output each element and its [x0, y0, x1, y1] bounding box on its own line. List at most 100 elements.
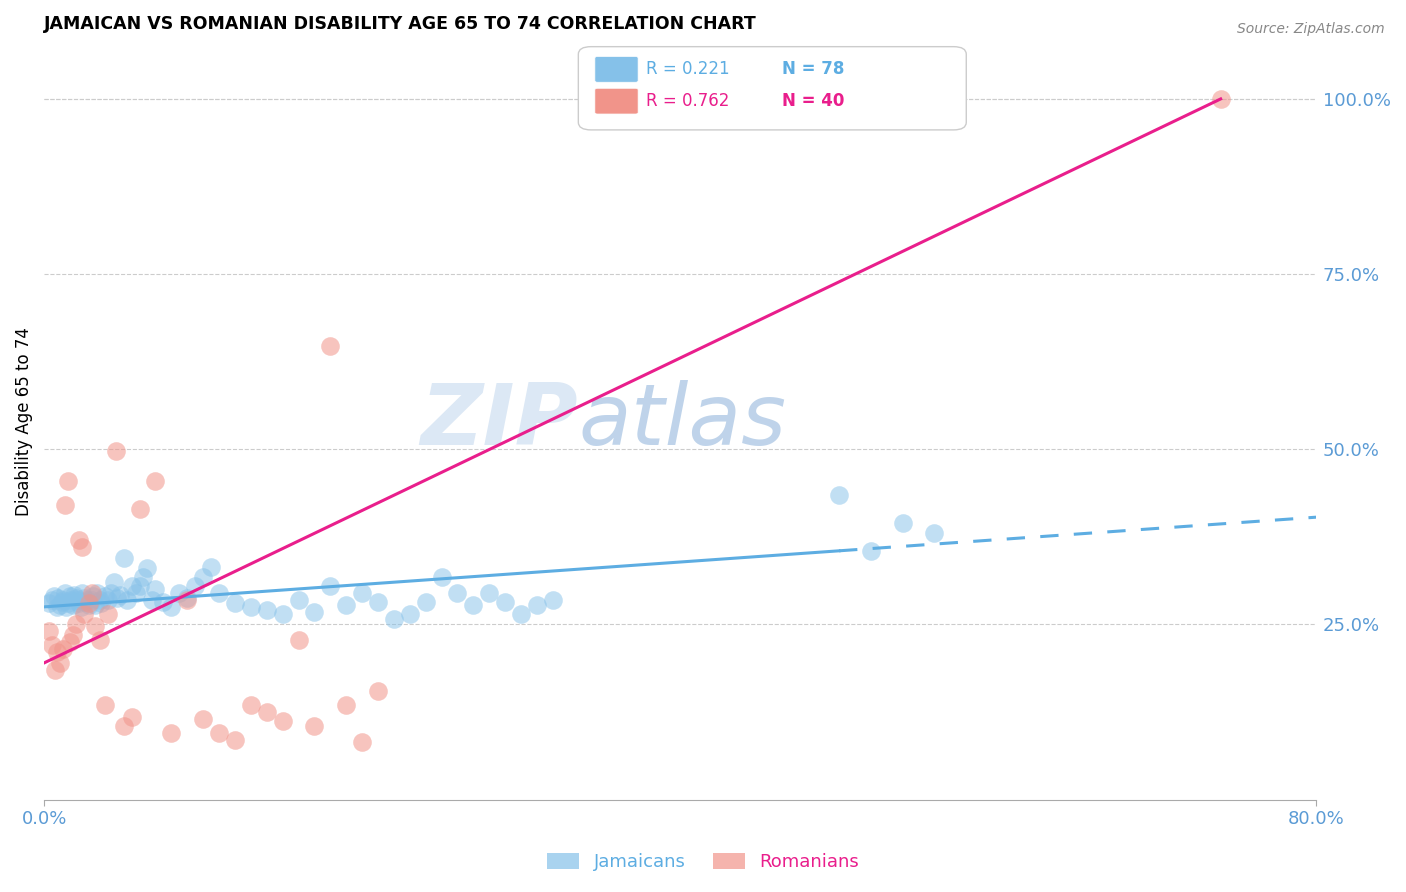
Point [97, 592, 120, 607]
Point [128, 501, 150, 516]
Point [72, 541, 94, 555]
Point [53, 586, 76, 600]
Y-axis label: Disability Age 65 to 74: Disability Age 65 to 74 [15, 326, 32, 516]
Point [167, 586, 190, 600]
Point [526, 598, 548, 612]
Point [41, 592, 63, 607]
Point [1209, 92, 1232, 106]
Point [56, 474, 79, 488]
Point [160, 599, 183, 614]
Point [105, 591, 128, 605]
Point [86, 586, 108, 600]
Point [478, 586, 501, 600]
Point [121, 579, 143, 593]
Point [73, 607, 96, 621]
Point [60, 592, 83, 607]
Text: Source: ZipAtlas.com: Source: ZipAtlas.com [1237, 22, 1385, 37]
Point [145, 474, 167, 488]
FancyBboxPatch shape [595, 88, 638, 114]
Point [415, 595, 437, 609]
Point [136, 561, 159, 575]
Point [42, 590, 65, 604]
Point [191, 712, 214, 726]
Point [104, 443, 127, 458]
Point [77, 598, 100, 612]
Point [304, 719, 326, 733]
Point [55, 599, 77, 614]
Point [49, 656, 72, 670]
Point [84, 598, 107, 612]
FancyBboxPatch shape [595, 56, 638, 82]
Point [93, 698, 115, 712]
Point [176, 592, 198, 607]
Point [84, 619, 107, 633]
Point [463, 598, 485, 612]
Text: JAMAICAN VS ROMANIAN DISABILITY AGE 65 TO 74 CORRELATION CHART: JAMAICAN VS ROMANIAN DISABILITY AGE 65 T… [44, 15, 756, 33]
Point [256, 705, 278, 719]
Point [67, 533, 90, 548]
Point [52, 641, 75, 656]
Point [128, 579, 150, 593]
Text: R = 0.221: R = 0.221 [645, 61, 730, 78]
Point [52, 592, 75, 607]
Point [69, 599, 91, 614]
Point [398, 607, 420, 621]
Point [335, 698, 357, 712]
Text: N = 40: N = 40 [782, 92, 844, 110]
Point [41, 639, 63, 653]
Point [77, 596, 100, 610]
Point [891, 516, 914, 530]
Point [53, 498, 76, 512]
Point [62, 598, 84, 612]
Point [160, 726, 183, 740]
Text: ZIP: ZIP [420, 380, 578, 463]
Point [75, 595, 97, 609]
Point [152, 595, 174, 609]
Point [191, 570, 214, 584]
Point [56, 596, 79, 610]
Point [82, 590, 104, 604]
Point [90, 596, 112, 610]
Point [208, 726, 231, 740]
Point [541, 592, 564, 607]
Point [141, 592, 163, 607]
Point [287, 632, 309, 647]
Text: N = 78: N = 78 [782, 61, 844, 78]
Point [176, 591, 198, 605]
Point [510, 607, 533, 621]
Point [58, 590, 80, 604]
Point [93, 590, 115, 604]
Point [924, 526, 946, 541]
Point [430, 570, 453, 584]
Point [97, 607, 120, 621]
Point [80, 586, 103, 600]
Point [48, 591, 70, 605]
Point [110, 588, 132, 602]
Point [65, 617, 87, 632]
Point [65, 591, 87, 605]
Point [89, 632, 111, 647]
Point [49, 598, 72, 612]
Point [319, 338, 342, 352]
Point [224, 596, 246, 610]
Text: atlas: atlas [578, 380, 786, 463]
Point [352, 586, 374, 600]
Point [112, 719, 135, 733]
Point [131, 570, 153, 584]
Point [859, 544, 882, 558]
Legend: Jamaicans, Romanians: Jamaicans, Romanians [540, 846, 866, 879]
Point [304, 605, 326, 619]
Point [352, 735, 374, 749]
Point [446, 586, 468, 600]
Point [121, 710, 143, 724]
Point [145, 582, 167, 597]
Point [125, 586, 148, 600]
Point [89, 592, 111, 607]
Point [494, 595, 516, 609]
Point [63, 588, 86, 602]
Point [66, 592, 89, 607]
Point [239, 599, 262, 614]
Point [100, 586, 122, 600]
Point [44, 663, 66, 677]
Point [271, 714, 294, 728]
